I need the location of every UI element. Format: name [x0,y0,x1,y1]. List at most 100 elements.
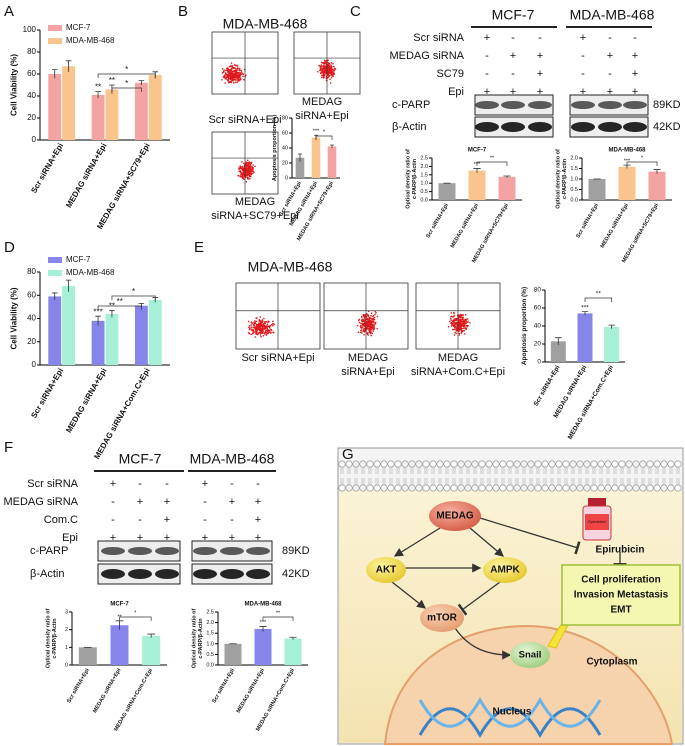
band-label: β-Actin [392,121,426,133]
panel-letter: D [4,239,15,256]
flow-dot [234,74,236,76]
lipid-head [513,460,521,468]
flow-dot [464,333,466,335]
flow-dot [229,74,232,76]
flow-dot [226,67,228,70]
lipid-head [401,484,409,492]
flow-dot [248,168,250,171]
node-label: AKT [376,565,397,576]
lipid-tail [627,467,631,485]
significance: *** [474,162,481,168]
flow-dot [260,325,262,328]
significance-bracket [119,616,152,621]
treatment-sign: + [110,532,116,544]
flow-dot [255,332,258,335]
significance-bracket [111,295,156,300]
node-ampk [483,557,527,583]
lipid-head [366,484,374,492]
flow-dot [370,327,372,330]
lipid-head [478,484,486,492]
blot-band [623,101,647,109]
flow-dot [259,334,262,336]
lipid-head [541,460,549,468]
treatment-sign: + [137,532,143,544]
dna [418,707,602,739]
treatment-sign: + [484,32,490,44]
flow-dot [459,326,461,329]
x-tick-label: Scr siRNA+Epi [425,202,450,239]
lipid-tail [396,467,400,485]
treatment-sign: - [538,32,542,44]
treatment-sign: + [537,68,543,80]
lipid-head [562,460,570,468]
blot-band [101,547,125,555]
flow-dot [235,64,237,67]
flow-dot [247,320,250,323]
y-tick-label: 0 [32,360,37,369]
lipid-tail [669,467,673,485]
treatment-sign: + [164,514,170,526]
lipid-head [345,460,353,468]
blot-band [501,122,525,132]
y-tick-label: 1 [65,645,68,651]
flow-dot [366,313,368,315]
flow-dot [252,330,255,333]
flow-dot [460,316,462,319]
flow-dot [233,67,236,69]
flow-dot [250,333,252,336]
x-tick-label: Scr siRNA+Epi [66,667,91,704]
treatment-label: Epi [448,86,464,98]
flow-dot [256,333,259,336]
flow-dot [246,166,248,169]
lipid-head [352,484,360,492]
node-akt [366,557,406,583]
flow-dot [363,321,366,323]
flow-dot [324,60,327,63]
flow-dot [452,328,454,331]
flow-dot [323,68,326,70]
blot-band [128,547,152,555]
node-medag [429,501,481,531]
lipid-head [639,460,647,468]
flow-dot [333,65,335,68]
flow-dot [327,70,330,72]
lipid-head [534,460,542,468]
error-bar [65,279,72,292]
flow-dot [265,321,268,323]
flow-dot [237,72,240,74]
flow-dot [228,65,231,68]
y-tick-label: 1.0 [206,641,214,647]
cell-line: MCF-7 [119,451,162,467]
flow-dot [453,334,456,336]
flow-dot [333,67,336,70]
lipid-head [506,484,514,492]
treatment-sign: - [633,32,637,44]
treatment-sign: - [608,32,612,44]
blot-band [475,122,499,132]
node-label: mTOR [427,613,458,624]
flow-dot [250,166,252,168]
error-bar [95,315,101,326]
lipid-head [590,484,598,492]
flow-dot [258,328,261,330]
lipid-head [359,484,367,492]
flow-dot [256,326,259,328]
flow-dot [254,336,257,338]
bar [91,94,105,140]
outcome-box [561,564,681,626]
flow-dot [272,331,274,334]
lipid-tail [585,467,589,485]
flow-dot [360,327,363,329]
bar [438,183,456,200]
bar [78,647,97,665]
lipid-head [618,460,626,468]
lipid-head [422,484,430,492]
blot-band [598,122,622,132]
legend-swatch [48,25,62,31]
flow-dot [364,327,366,330]
lipid-head [583,460,591,468]
band-size: 89KD [282,545,310,557]
y-axis-label: Cell Viability (%) [10,287,19,349]
lipid-tail [452,467,456,485]
flow-dot [455,325,457,328]
